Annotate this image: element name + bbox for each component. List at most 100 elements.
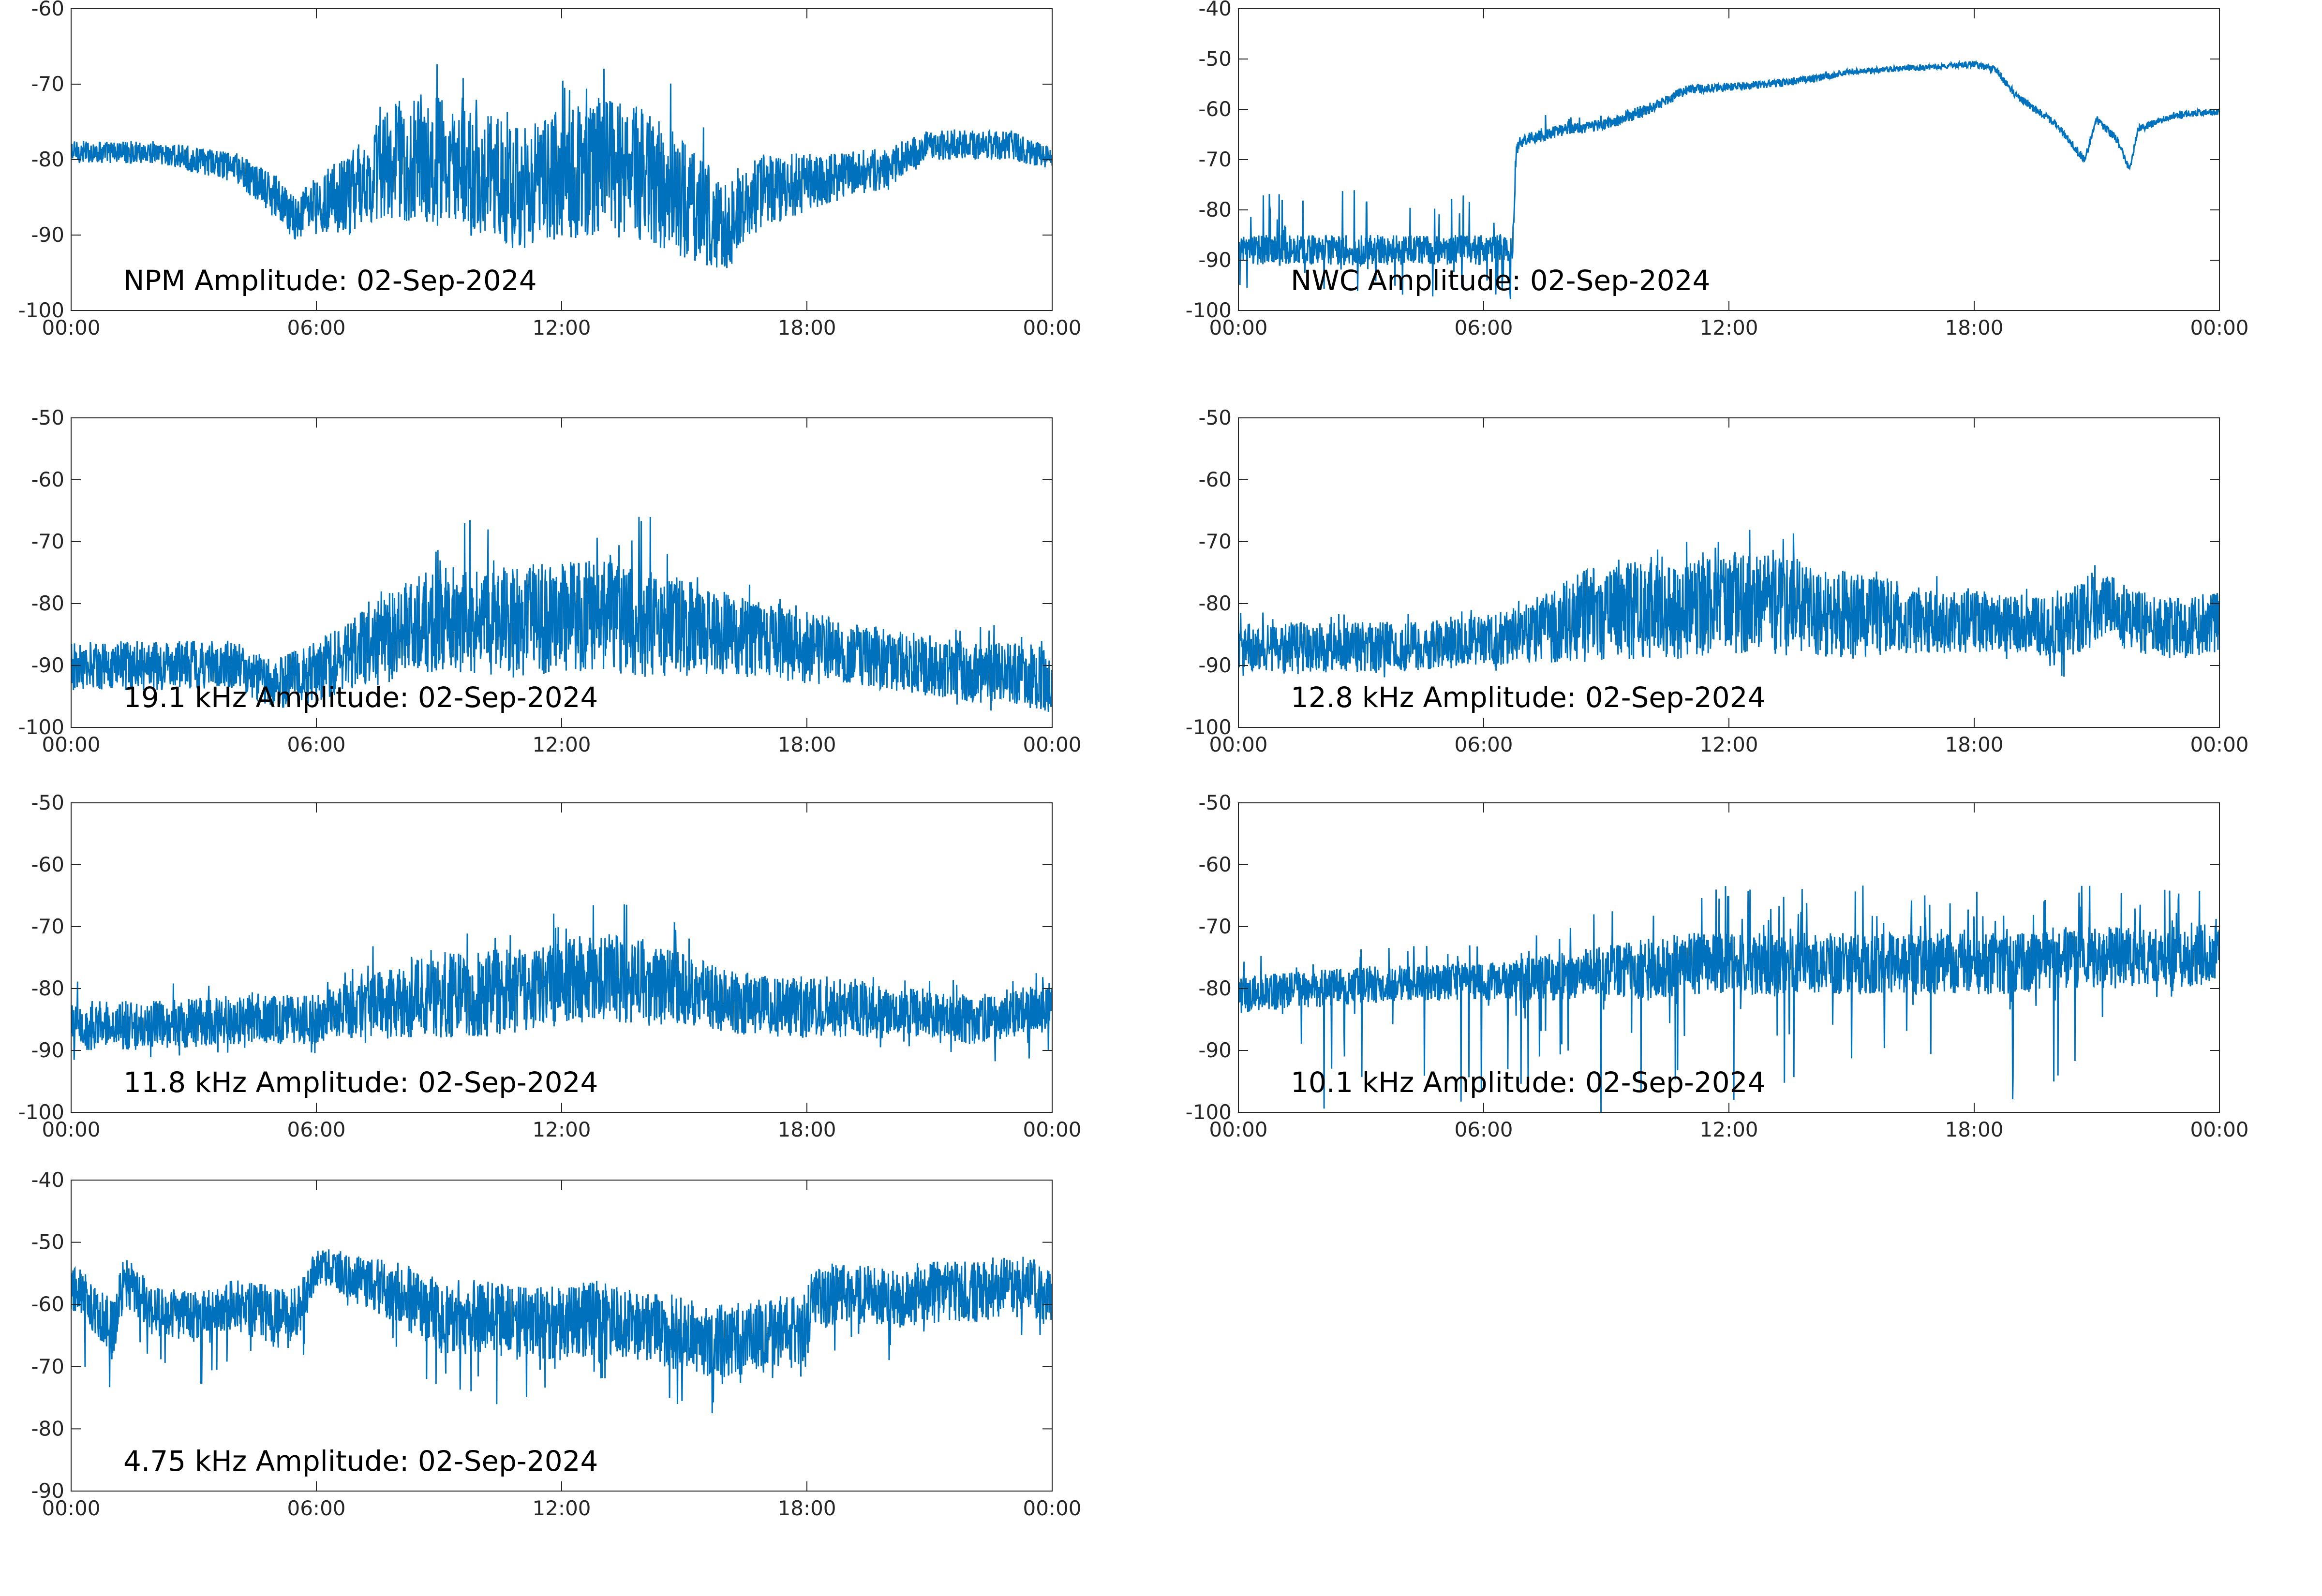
y-tick-label: -80 xyxy=(1198,976,1232,1000)
y-tick-label: -60 xyxy=(1198,97,1232,121)
y-tick-label: -80 xyxy=(1198,591,1232,615)
panel-title: 4.75 kHz Amplitude: 02-Sep-2024 xyxy=(123,1445,598,1478)
x-tick-label: 12:00 xyxy=(1699,733,1758,756)
series-line xyxy=(1238,886,2219,1112)
panel-title: 11.8 kHz Amplitude: 02-Sep-2024 xyxy=(123,1066,598,1099)
x-tick-label: 06:00 xyxy=(287,1118,345,1141)
y-tick-label: -50 xyxy=(31,1230,64,1254)
y-tick-label: -40 xyxy=(31,1168,64,1192)
y-tick-label: -70 xyxy=(31,72,64,96)
y-tick-label: -90 xyxy=(1198,1038,1232,1062)
y-tick-label: -90 xyxy=(31,223,64,247)
x-tick-label: 00:00 xyxy=(1023,1118,1081,1141)
y-tick-label: -100 xyxy=(1186,715,1232,739)
y-tick-label: -90 xyxy=(31,1038,64,1062)
y-tick-label: -50 xyxy=(31,406,64,429)
x-tick-label: 18:00 xyxy=(1945,316,2003,340)
x-tick-label: 12:00 xyxy=(532,1496,591,1520)
y-tick-label: -100 xyxy=(18,715,64,739)
x-tick-label: 06:00 xyxy=(287,316,345,340)
y-tick-label: -60 xyxy=(31,468,64,491)
y-tick-label: -60 xyxy=(1198,468,1232,491)
panel-title: NWC Amplitude: 02-Sep-2024 xyxy=(1291,264,1710,297)
y-tick-label: -70 xyxy=(31,1355,64,1378)
y-tick-label: -60 xyxy=(31,1292,64,1316)
panel-title: 12.8 kHz Amplitude: 02-Sep-2024 xyxy=(1291,681,1765,714)
series-line xyxy=(71,517,1052,712)
series-line xyxy=(71,904,1052,1062)
x-tick-label: 00:00 xyxy=(1209,1118,1267,1141)
x-tick-label: 00:00 xyxy=(42,1496,100,1520)
panel-title: 19.1 kHz Amplitude: 02-Sep-2024 xyxy=(123,681,598,714)
x-tick-label: 00:00 xyxy=(2190,733,2248,756)
y-tick-label: -80 xyxy=(31,1417,64,1440)
x-tick-label: 00:00 xyxy=(1023,1496,1081,1520)
y-tick-label: -80 xyxy=(31,591,64,615)
y-tick-label: -60 xyxy=(1198,853,1232,876)
x-tick-label: 00:00 xyxy=(2190,316,2248,340)
y-tick-label: -70 xyxy=(1198,148,1232,171)
y-tick-label: -50 xyxy=(31,791,64,814)
x-tick-label: 00:00 xyxy=(1023,316,1081,340)
x-tick-label: 06:00 xyxy=(1454,733,1513,756)
series-line xyxy=(71,64,1052,268)
x-tick-label: 06:00 xyxy=(1454,316,1513,340)
y-tick-label: -100 xyxy=(18,1100,64,1124)
y-tick-label: -60 xyxy=(31,0,64,20)
x-tick-label: 06:00 xyxy=(287,733,345,756)
x-tick-label: 12:00 xyxy=(532,316,591,340)
x-tick-label: 18:00 xyxy=(777,316,836,340)
x-tick-label: 00:00 xyxy=(2190,1118,2248,1141)
x-tick-label: 18:00 xyxy=(777,1118,836,1141)
y-tick-label: -90 xyxy=(31,653,64,677)
series-line xyxy=(71,1249,1052,1414)
y-tick-label: -80 xyxy=(31,148,64,171)
x-tick-label: 18:00 xyxy=(1945,733,2003,756)
x-tick-label: 00:00 xyxy=(42,316,100,340)
x-tick-label: 18:00 xyxy=(1945,1118,2003,1141)
x-tick-label: 06:00 xyxy=(287,1496,345,1520)
panel-title: 10.1 kHz Amplitude: 02-Sep-2024 xyxy=(1291,1066,1765,1099)
y-tick-label: -100 xyxy=(1186,1100,1232,1124)
x-tick-label: 18:00 xyxy=(777,1496,836,1520)
y-tick-label: -70 xyxy=(31,915,64,938)
series-line xyxy=(1238,59,2219,299)
y-tick-label: -100 xyxy=(18,298,64,322)
x-tick-label: 00:00 xyxy=(42,733,100,756)
y-tick-label: -50 xyxy=(1198,406,1232,429)
x-tick-label: 12:00 xyxy=(1699,1118,1758,1141)
x-tick-label: 00:00 xyxy=(1209,316,1267,340)
y-tick-label: -70 xyxy=(31,530,64,553)
panel-title: NPM Amplitude: 02-Sep-2024 xyxy=(123,264,537,297)
x-tick-label: 06:00 xyxy=(1454,1118,1513,1141)
y-tick-label: -50 xyxy=(1198,791,1232,814)
y-tick-label: -50 xyxy=(1198,47,1232,71)
x-tick-label: 00:00 xyxy=(1209,733,1267,756)
y-tick-label: -100 xyxy=(1186,298,1232,322)
x-tick-label: 18:00 xyxy=(777,733,836,756)
x-tick-label: 00:00 xyxy=(42,1118,100,1141)
y-tick-label: -60 xyxy=(31,853,64,876)
y-tick-label: -90 xyxy=(31,1479,64,1503)
x-tick-label: 00:00 xyxy=(1023,733,1081,756)
y-tick-label: -40 xyxy=(1198,0,1232,20)
y-tick-label: -70 xyxy=(1198,915,1232,938)
y-tick-label: -90 xyxy=(1198,248,1232,272)
y-tick-label: -70 xyxy=(1198,530,1232,553)
x-tick-label: 12:00 xyxy=(532,733,591,756)
x-tick-label: 12:00 xyxy=(1699,316,1758,340)
y-tick-label: -80 xyxy=(1198,198,1232,222)
y-tick-label: -80 xyxy=(31,976,64,1000)
x-tick-label: 12:00 xyxy=(532,1118,591,1141)
series-line xyxy=(1238,530,2219,678)
